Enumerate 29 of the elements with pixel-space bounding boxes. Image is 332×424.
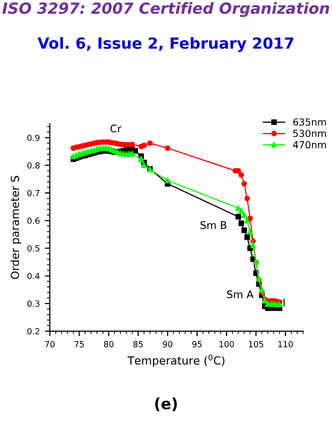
y-tick-label: 0.3 — [27, 300, 40, 307]
annotation: I — [284, 298, 285, 306]
y-axis-title: Order parameter S — [10, 176, 22, 280]
y-tick-label: 0.8 — [27, 162, 40, 169]
text: ISO 3297: 2007 Certified Organization — [2, 2, 330, 18]
x-tick-label: 110 — [278, 341, 293, 348]
x-tick-label: 85 — [133, 341, 143, 348]
x-tick-label: 100 — [219, 341, 234, 348]
x-tick-label: 105 — [248, 341, 264, 348]
y-tick-label: 0.5 — [27, 245, 40, 252]
legend-label: 530nm — [293, 130, 326, 138]
x-tick-label: 90 — [162, 341, 172, 348]
y-tick-label: 0.4 — [27, 272, 40, 280]
x-tick-label: 80 — [104, 341, 114, 348]
text: Vol. 6, Issue 2, February 2017 — [38, 37, 294, 52]
annotation: Sm A — [227, 290, 254, 298]
x-tick-label: 70 — [45, 341, 55, 348]
y-tick-label: 0.7 — [27, 190, 40, 196]
y-tick-label: 0.9 — [27, 134, 40, 141]
x-axis-title: Temperature ($^{0}$C) — [127, 354, 224, 367]
text: (e) — [155, 398, 177, 412]
x-tick-label: 75 — [74, 341, 84, 348]
x-tick-label: 95 — [192, 341, 202, 348]
y-tick-label: 0.2 — [27, 328, 40, 334]
y-tick-label: 0.6 — [27, 218, 40, 224]
annotation: Cr — [110, 124, 122, 132]
legend-label: 635nm — [293, 118, 326, 126]
annotation: Sm B — [200, 221, 226, 230]
legend-label: 470nm — [292, 141, 326, 148]
